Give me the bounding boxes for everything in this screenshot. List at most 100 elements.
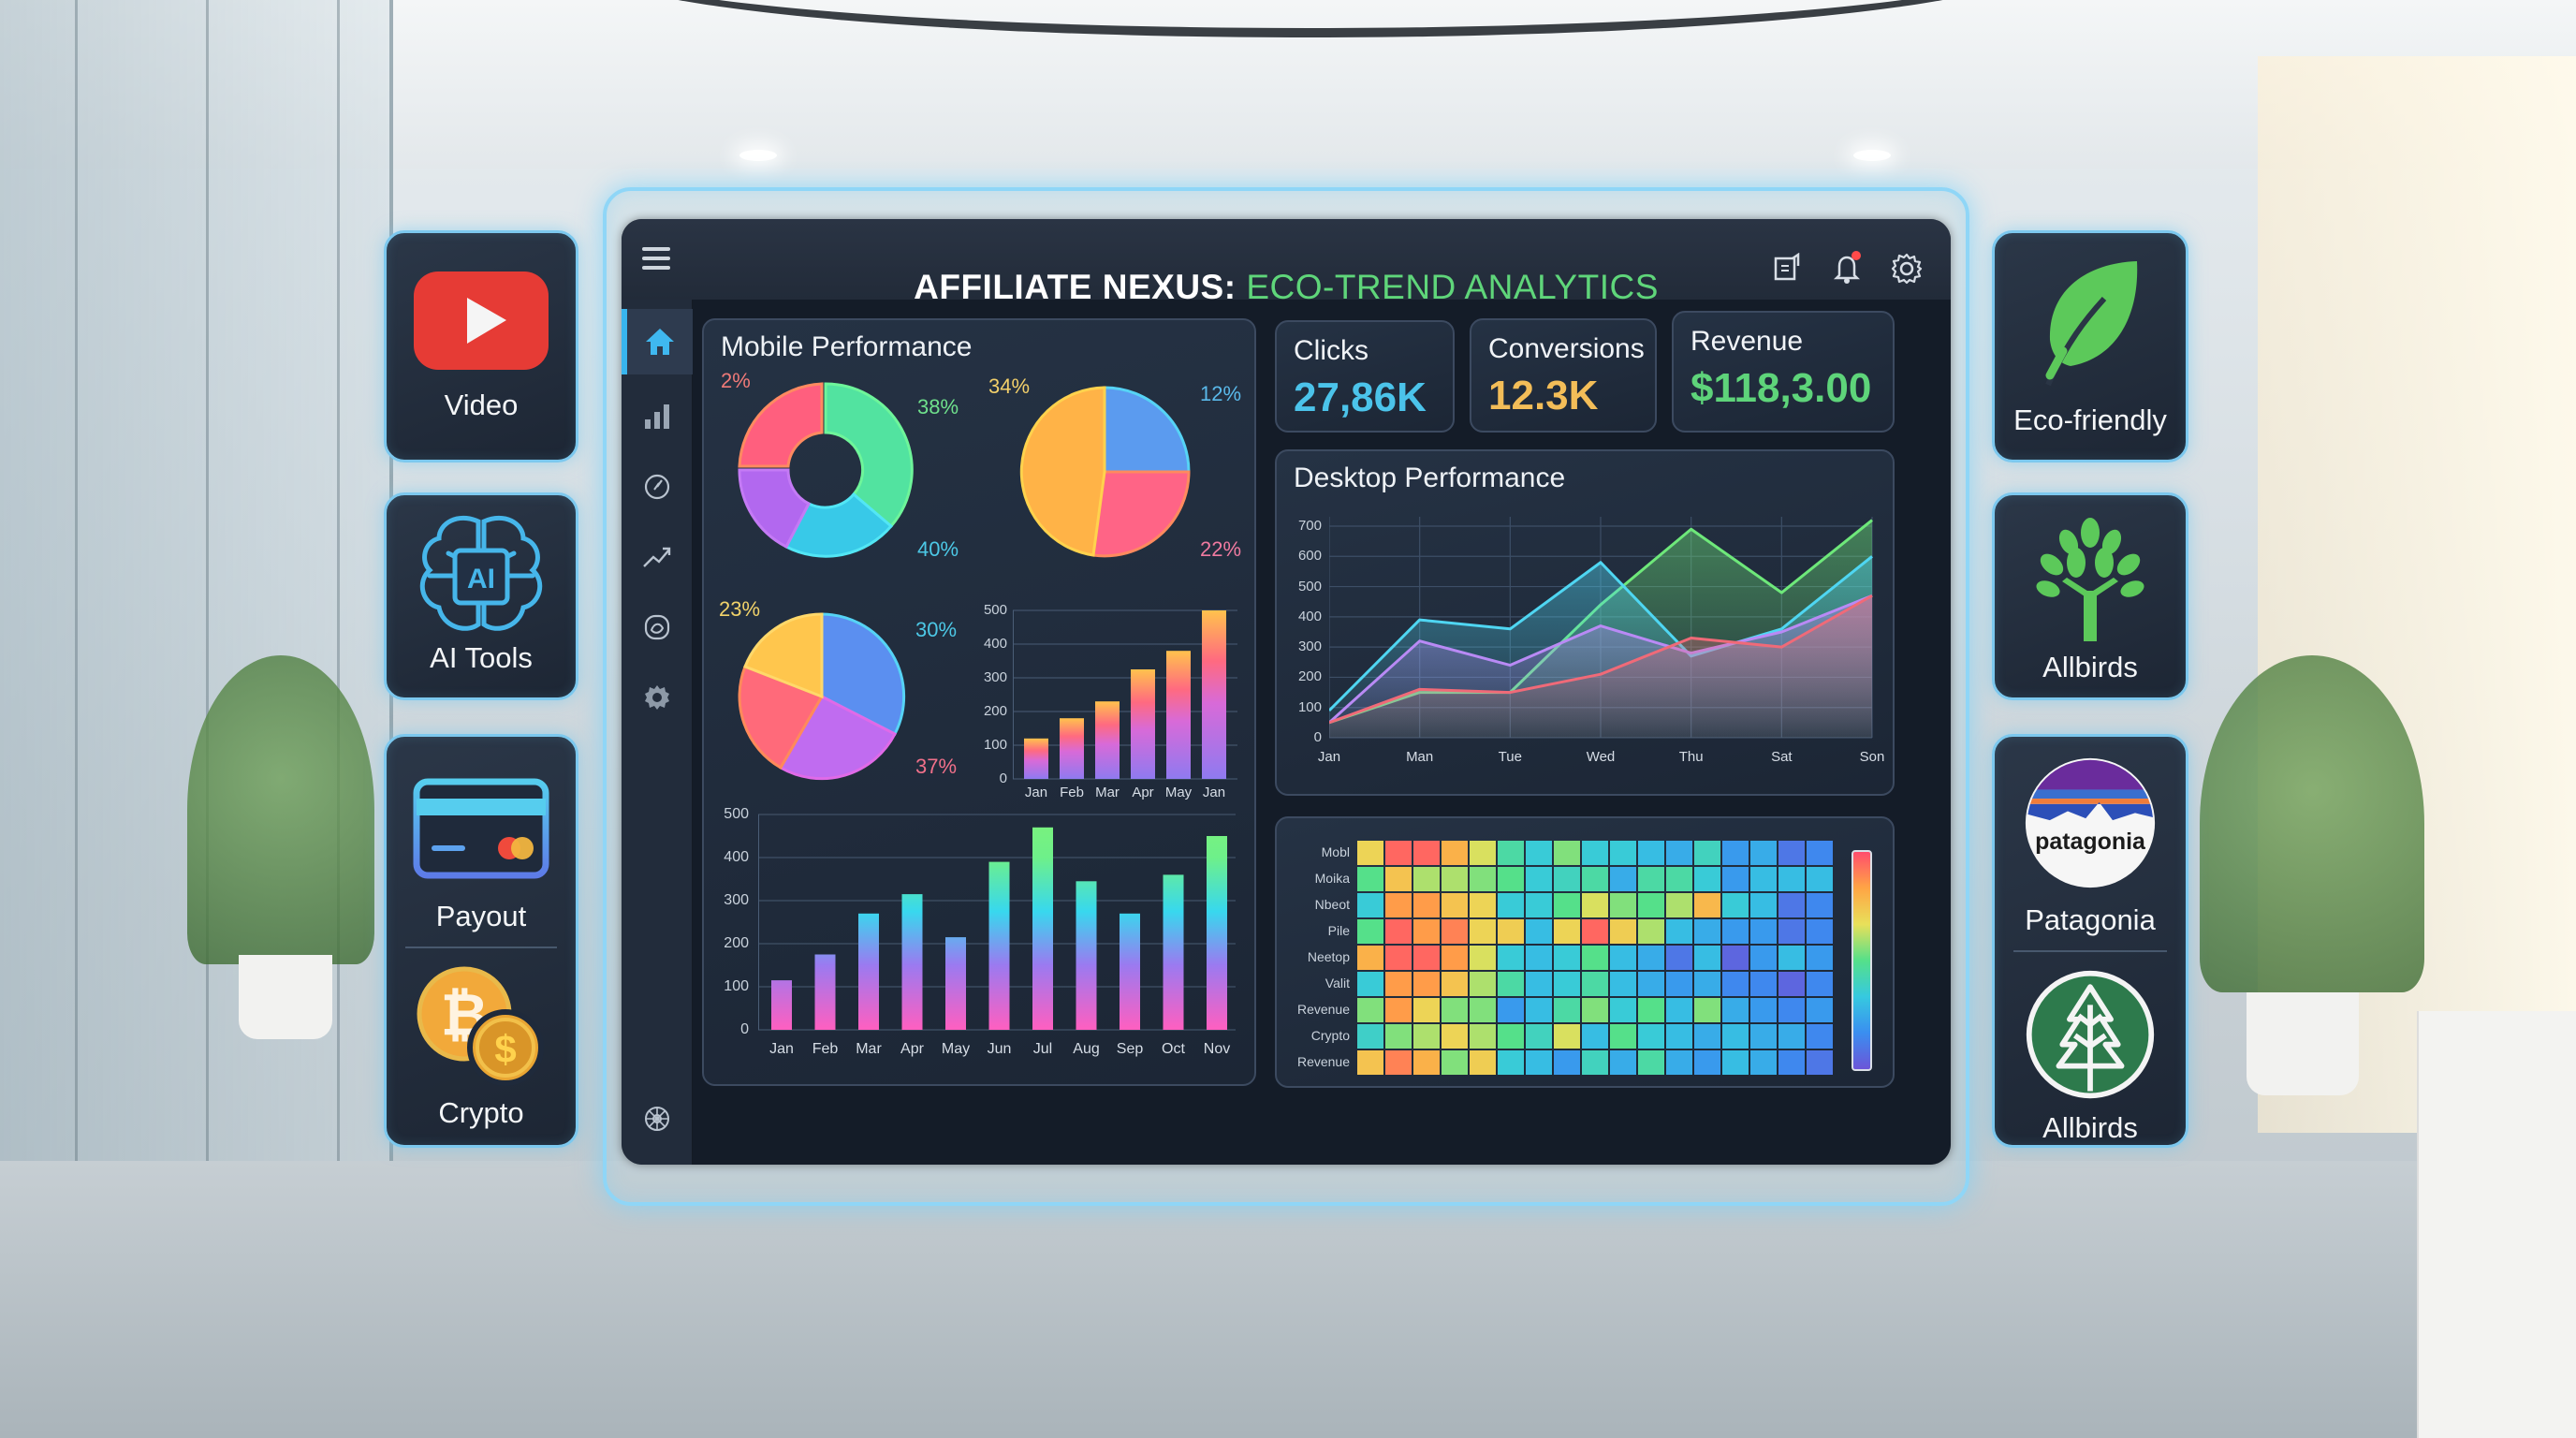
- bitcoin-coin-icon[interactable]: ₿ $: [416, 965, 547, 1087]
- heatmap-row-label: Neetop: [1307, 949, 1350, 964]
- x-axis-label: May: [941, 1041, 971, 1057]
- x-axis-label: Sep: [1116, 1041, 1144, 1057]
- card-allbirds-tree[interactable]: Allbirds: [1992, 492, 2188, 700]
- gear-icon[interactable]: [1891, 253, 1923, 285]
- credit-card-icon[interactable]: [413, 778, 549, 879]
- sidebar-item-global[interactable]: [622, 594, 693, 660]
- y-axis-tick: 400: [1297, 608, 1322, 624]
- y-axis-tick: 300: [983, 669, 1007, 685]
- x-axis-label: Apr: [900, 1041, 924, 1057]
- pie-label: 34%: [988, 374, 1031, 398]
- export-icon[interactable]: [1771, 252, 1803, 285]
- donut-chart[interactable]: [732, 376, 919, 564]
- plant: [2200, 655, 2424, 992]
- heatmap-row-label: Crypto: [1310, 1028, 1350, 1043]
- menu-icon[interactable]: [642, 247, 670, 275]
- x-axis-label: Thu: [1678, 749, 1704, 765]
- pie-chart-b[interactable]: [730, 605, 914, 788]
- x-axis-label: Son: [1859, 749, 1885, 765]
- y-axis-tick: 0: [999, 770, 1007, 786]
- x-axis-label: Jan: [769, 1041, 794, 1057]
- x-axis-label: Jan: [1024, 785, 1048, 800]
- heatmap-panel: Mobl Moika Nbeot Pile Neetop Valit Revenue Cryp…: [1275, 816, 1895, 1088]
- bar-chart-icon: [645, 404, 669, 429]
- x-axis-label: Jan: [1202, 785, 1226, 800]
- pie-label: 30%: [915, 618, 958, 641]
- y-axis-tick: 0: [1313, 729, 1322, 745]
- card-label: Video: [444, 389, 519, 421]
- sidebar-item-trends[interactable]: [622, 524, 693, 590]
- x-axis-label: Nov: [1203, 1041, 1231, 1057]
- sidebar-item-analytics[interactable]: [622, 384, 693, 449]
- x-axis-label: Wed: [1586, 749, 1616, 765]
- settings-flower-icon: [645, 1107, 669, 1131]
- y-axis-tick: 600: [1297, 548, 1322, 565]
- card-label: Allbirds: [2042, 651, 2138, 683]
- mobile-performance-panel: Mobile Performance 2% 38% 40%: [702, 318, 1256, 1086]
- kpi-clicks[interactable]: Clicks 27,86K: [1275, 320, 1455, 433]
- heatmap-row-label: Mobl: [1321, 844, 1350, 859]
- kpi-label: Revenue: [1690, 326, 1804, 357]
- x-axis-label: Mar: [856, 1041, 882, 1057]
- pie-label: 22%: [1200, 537, 1242, 561]
- sidebar-item-settings[interactable]: [622, 665, 693, 730]
- ceiling-spotlight: [1853, 150, 1891, 161]
- main-content: Mobile Performance 2% 38% 40%: [693, 300, 1951, 1165]
- y-axis-tick: 700: [1297, 518, 1322, 534]
- x-axis-label: Apr: [1132, 785, 1154, 800]
- office-floor: [0, 1161, 2576, 1438]
- sidebar-bottom-settings[interactable]: [622, 1086, 693, 1152]
- heatmap-color-scale: [1852, 850, 1872, 1071]
- donut-label: 40%: [917, 537, 959, 561]
- y-axis-tick: 200: [1297, 668, 1322, 685]
- pine-tree-badge-icon[interactable]: [2022, 969, 2159, 1100]
- card-label[interactable]: Crypto: [438, 1096, 524, 1129]
- svg-text:AI: AI: [467, 564, 495, 594]
- monthly-bar-chart[interactable]: 0 100 200 300 400 500 Jan Feb Mar Apr May Jun Jul Au…: [717, 806, 1251, 1078]
- heatmap-chart[interactable]: Mobl Moika Nbeot Pile Neetop Valit Revenue Cryp…: [1282, 835, 1891, 1078]
- y-axis-tick: 100: [724, 978, 749, 994]
- x-axis-label: Feb: [812, 1041, 839, 1057]
- sidebar: [622, 300, 693, 1165]
- divider: [2013, 949, 2167, 952]
- card-label[interactable]: Patagonia: [2025, 902, 2156, 936]
- svg-text:patagonia: patagonia: [2035, 829, 2146, 855]
- trend-up-icon: [643, 547, 671, 567]
- kpi-conversions[interactable]: Conversions 12.3K: [1470, 318, 1657, 433]
- card-brands: patagonia Patagonia Allbirds: [1992, 734, 2188, 1148]
- patagonia-logo-icon[interactable]: patagonia: [2020, 756, 2160, 890]
- kpi-label: Conversions: [1488, 333, 1645, 364]
- plant-pot: [239, 955, 332, 1039]
- sidebar-item-home[interactable]: [622, 309, 693, 374]
- card-eco-friendly[interactable]: Eco-friendly: [1992, 230, 2188, 462]
- pie-label: 12%: [1200, 382, 1242, 405]
- desktop-area-chart[interactable]: 0 100 200 300 400 500 600 700 Jan Man Tue Wed Thu Sa…: [1282, 517, 1887, 788]
- gauge-icon: [644, 474, 670, 500]
- plant-pot: [2247, 992, 2359, 1095]
- panel-title: Desktop Performance: [1294, 462, 1566, 493]
- card-label: AI Tools: [430, 641, 533, 674]
- sidebar-item-performance[interactable]: [622, 454, 693, 520]
- card-ai-tools[interactable]: AI AI Tools: [384, 492, 578, 700]
- x-axis-label: Jul: [1032, 1041, 1053, 1057]
- y-axis-tick: 100: [1297, 698, 1322, 715]
- pie-chart-a[interactable]: [1013, 380, 1196, 564]
- y-axis-tick: 400: [724, 849, 749, 865]
- heatmap-row-label: Moika: [1314, 871, 1350, 886]
- kpi-label: Clicks: [1294, 335, 1368, 366]
- pie-label: 23%: [719, 597, 761, 621]
- kpi-value: 12.3K: [1488, 373, 1599, 418]
- x-axis-label: Man: [1406, 749, 1434, 765]
- notification-badge: [1852, 251, 1861, 260]
- heatmap-row-label: Valit: [1325, 976, 1350, 990]
- y-axis-tick: 500: [1297, 578, 1322, 594]
- card-video[interactable]: Video: [384, 230, 578, 462]
- stacked-bar-chart[interactable]: 0 100 200 300 400 500 Jan Feb Mar Apr May Jan: [975, 601, 1247, 800]
- gear-icon: [645, 685, 669, 710]
- y-axis-tick: 500: [724, 806, 749, 822]
- card-label[interactable]: Payout: [435, 900, 527, 932]
- kpi-revenue[interactable]: Revenue $118,3.00: [1672, 311, 1895, 433]
- bell-icon[interactable]: [1831, 251, 1863, 285]
- card-label[interactable]: Allbirds: [2042, 1111, 2138, 1144]
- glass-frame-line: [75, 0, 78, 1438]
